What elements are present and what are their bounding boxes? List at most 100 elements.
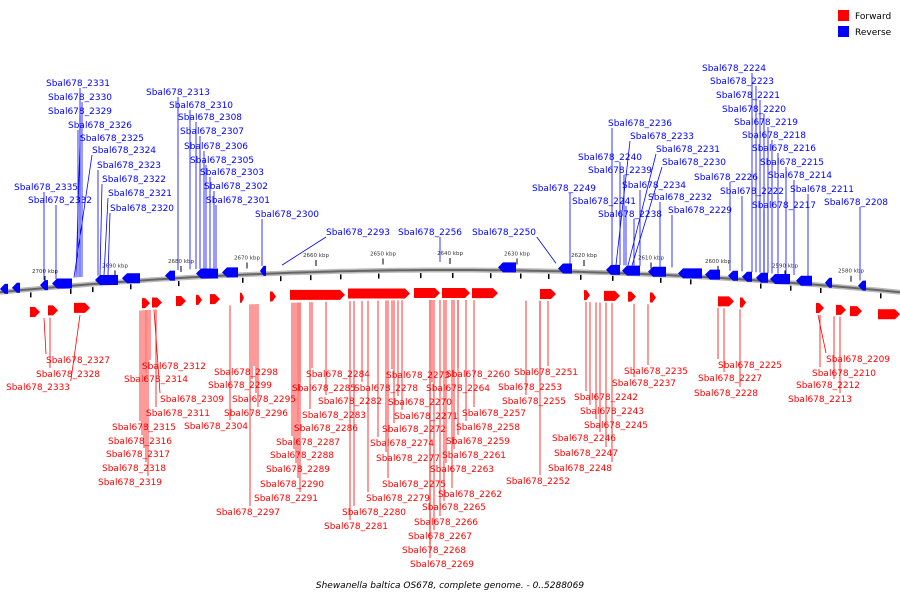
forward-gene-label[interactable]: Sbal678_2275: [382, 480, 446, 490]
forward-gene-label[interactable]: Sbal678_2304: [184, 422, 248, 432]
forward-gene-label[interactable]: Sbal678_2243: [580, 407, 644, 417]
forward-gene-label[interactable]: Sbal678_2252: [506, 477, 570, 487]
forward-gene-label[interactable]: Sbal678_2333: [6, 383, 70, 393]
reverse-gene-label[interactable]: Sbal678_2293: [326, 228, 390, 238]
forward-gene-label[interactable]: Sbal678_2265: [422, 503, 486, 513]
reverse-gene-label[interactable]: Sbal678_2301: [206, 196, 270, 206]
forward-gene-label[interactable]: Sbal678_2288: [270, 451, 334, 461]
reverse-gene-label[interactable]: Sbal678_2322: [102, 175, 166, 185]
reverse-gene-label[interactable]: Sbal678_2320: [110, 204, 174, 214]
reverse-gene-label[interactable]: Sbal678_2233: [630, 132, 694, 142]
reverse-gene-label[interactable]: Sbal678_2215: [760, 158, 824, 168]
reverse-gene-label[interactable]: Sbal678_2331: [46, 79, 110, 89]
reverse-gene-label[interactable]: Sbal678_2306: [184, 142, 248, 152]
forward-gene-label[interactable]: Sbal678_2258: [456, 423, 520, 433]
reverse-gene-label[interactable]: Sbal678_2256: [398, 228, 462, 238]
reverse-gene-label[interactable]: Sbal678_2250: [472, 228, 536, 238]
reverse-gene-label[interactable]: Sbal678_2229: [668, 206, 732, 216]
forward-gene-label[interactable]: Sbal678_2273: [386, 371, 450, 381]
forward-gene-label[interactable]: Sbal678_2270: [388, 398, 452, 408]
forward-gene-label[interactable]: Sbal678_2264: [426, 384, 490, 394]
reverse-gene-label[interactable]: Sbal678_2308: [178, 113, 242, 123]
reverse-gene-label[interactable]: Sbal678_2214: [768, 171, 832, 181]
forward-gene-label[interactable]: Sbal678_2311: [146, 409, 210, 419]
forward-gene-label[interactable]: Sbal678_2253: [498, 383, 562, 393]
forward-gene-label[interactable]: Sbal678_2272: [382, 425, 446, 435]
forward-gene-label[interactable]: Sbal678_2314: [124, 375, 188, 385]
forward-gene-label[interactable]: Sbal678_2262: [438, 490, 502, 500]
forward-gene-label[interactable]: Sbal678_2312: [142, 362, 206, 372]
reverse-gene-label[interactable]: Sbal678_2217: [752, 201, 816, 211]
reverse-gene-label[interactable]: Sbal678_2324: [92, 146, 156, 156]
forward-gene-label[interactable]: Sbal678_2257: [462, 409, 526, 419]
forward-gene-label[interactable]: Sbal678_2248: [548, 464, 612, 474]
reverse-gene-label[interactable]: Sbal678_2302: [204, 182, 268, 192]
reverse-gene-label[interactable]: Sbal678_2307: [180, 127, 244, 137]
forward-gene-label[interactable]: Sbal678_2251: [514, 368, 578, 378]
forward-gene-label[interactable]: Sbal678_2299: [208, 381, 272, 391]
forward-gene-label[interactable]: Sbal678_2255: [502, 397, 566, 407]
forward-gene-label[interactable]: Sbal678_2289: [266, 465, 330, 475]
forward-gene-label[interactable]: Sbal678_2267: [408, 532, 472, 542]
forward-gene-label[interactable]: Sbal678_2268: [402, 546, 466, 556]
reverse-gene-label[interactable]: Sbal678_2329: [48, 107, 112, 117]
forward-gene-label[interactable]: Sbal678_2290: [260, 480, 324, 490]
forward-gene-label[interactable]: Sbal678_2296: [224, 409, 288, 419]
forward-gene-label[interactable]: Sbal678_2318: [102, 464, 166, 474]
forward-gene-label[interactable]: Sbal678_2286: [294, 424, 358, 434]
reverse-gene-label[interactable]: Sbal678_2223: [710, 77, 774, 87]
reverse-gene-label[interactable]: Sbal678_2218: [742, 131, 806, 141]
forward-gene-label[interactable]: Sbal678_2235: [624, 367, 688, 377]
forward-gene-label[interactable]: Sbal678_2295: [232, 395, 296, 405]
reverse-gene-label[interactable]: Sbal678_2219: [734, 118, 798, 128]
forward-gene-label[interactable]: Sbal678_2227: [698, 374, 762, 384]
forward-gene-label[interactable]: Sbal678_2317: [106, 450, 170, 460]
forward-gene-label[interactable]: Sbal678_2228: [694, 389, 758, 399]
forward-gene-label[interactable]: Sbal678_2212: [796, 381, 860, 391]
forward-gene-label[interactable]: Sbal678_2328: [36, 370, 100, 380]
reverse-gene-label[interactable]: Sbal678_2234: [622, 181, 686, 191]
forward-gene-label[interactable]: Sbal678_2316: [108, 437, 172, 447]
forward-gene-label[interactable]: Sbal678_2291: [254, 494, 318, 504]
reverse-gene-label[interactable]: Sbal678_2238: [598, 210, 662, 220]
reverse-gene-label[interactable]: Sbal678_2249: [532, 184, 596, 194]
forward-gene-label[interactable]: Sbal678_2297: [216, 508, 280, 518]
reverse-gene-label[interactable]: Sbal678_2325: [80, 134, 144, 144]
reverse-gene-label[interactable]: Sbal678_2232: [648, 193, 712, 203]
forward-gene-label[interactable]: Sbal678_2279: [366, 494, 430, 504]
reverse-gene-label[interactable]: Sbal678_2326: [68, 121, 132, 131]
forward-gene-label[interactable]: Sbal678_2266: [414, 518, 478, 528]
forward-gene-label[interactable]: Sbal678_2213: [788, 395, 852, 405]
forward-gene-label[interactable]: Sbal678_2269: [410, 560, 474, 570]
forward-gene-label[interactable]: Sbal678_2247: [554, 449, 618, 459]
reverse-gene-label[interactable]: Sbal678_2313: [146, 88, 210, 98]
reverse-gene-label[interactable]: Sbal678_2211: [790, 185, 854, 195]
forward-gene-label[interactable]: Sbal678_2209: [826, 355, 890, 365]
forward-gene-label[interactable]: Sbal678_2278: [354, 384, 418, 394]
forward-gene-label[interactable]: Sbal678_2259: [446, 437, 510, 447]
reverse-gene-label[interactable]: Sbal678_2305: [190, 156, 254, 166]
forward-gene-label[interactable]: Sbal678_2242: [574, 393, 638, 403]
reverse-gene-label[interactable]: Sbal678_2231: [656, 145, 720, 155]
forward-gene-label[interactable]: Sbal678_2210: [812, 369, 876, 379]
forward-gene-label[interactable]: Sbal678_2298: [214, 368, 278, 378]
reverse-gene-label[interactable]: Sbal678_2224: [702, 64, 766, 74]
forward-gene-label[interactable]: Sbal678_2285: [292, 384, 356, 394]
forward-gene-label[interactable]: Sbal678_2263: [430, 465, 494, 475]
reverse-gene-label[interactable]: Sbal678_2236: [608, 119, 672, 129]
reverse-gene-label[interactable]: Sbal678_2240: [578, 153, 642, 163]
reverse-gene-label[interactable]: Sbal678_2208: [824, 198, 888, 208]
reverse-gene-label[interactable]: Sbal678_2303: [200, 168, 264, 178]
reverse-gene-label[interactable]: Sbal678_2241: [572, 197, 636, 207]
forward-gene-label[interactable]: Sbal678_2245: [584, 421, 648, 431]
reverse-gene-label[interactable]: Sbal678_2230: [662, 158, 726, 168]
forward-gene-label[interactable]: Sbal678_2246: [552, 434, 616, 444]
forward-gene-label[interactable]: Sbal678_2280: [342, 508, 406, 518]
reverse-gene-label[interactable]: Sbal678_2216: [752, 144, 816, 154]
reverse-gene-label[interactable]: Sbal678_2323: [97, 161, 161, 171]
reverse-gene-label[interactable]: Sbal678_2226: [694, 173, 758, 183]
forward-gene-label[interactable]: Sbal678_2319: [98, 478, 162, 488]
forward-gene-label[interactable]: Sbal678_2260: [446, 370, 510, 380]
reverse-gene-label[interactable]: Sbal678_2221: [716, 91, 780, 101]
forward-gene-label[interactable]: Sbal678_2281: [324, 522, 388, 532]
